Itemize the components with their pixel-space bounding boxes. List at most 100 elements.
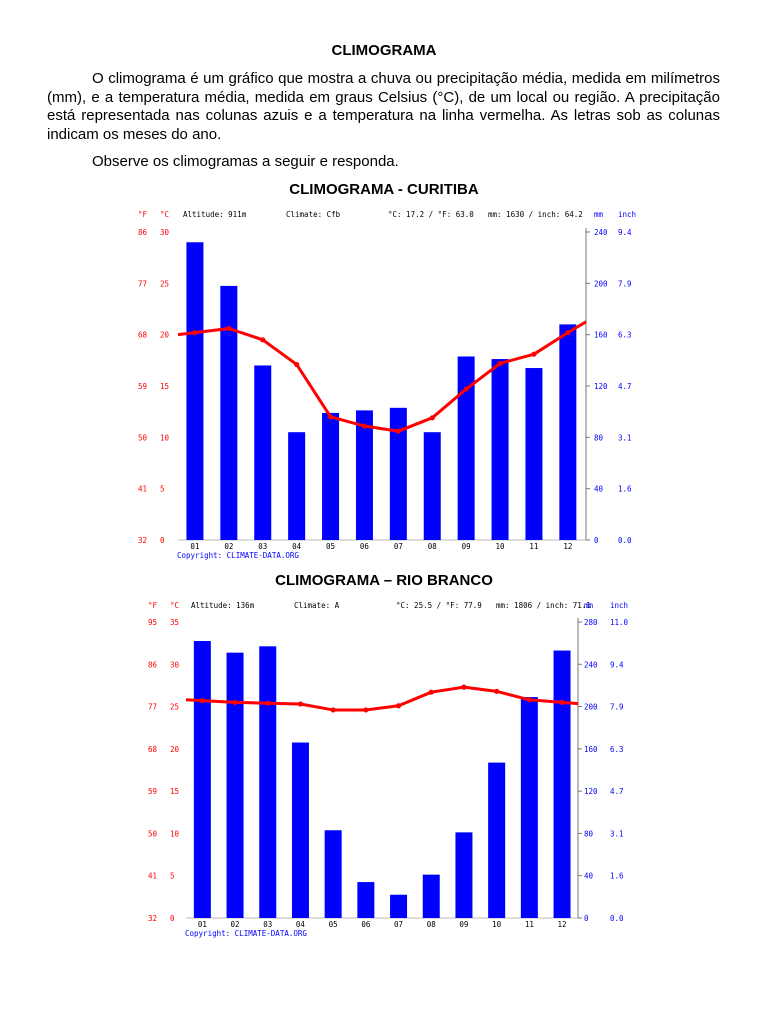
temperature-line: [185, 685, 579, 712]
copyright-label: Copyright: CLIMATE-DATA.ORG: [177, 551, 299, 560]
fahrenheit-tick-label: 50: [138, 433, 148, 442]
temperature-summary: °C: 25.5 / °F: 77.9: [396, 601, 482, 610]
temperature-point: [294, 361, 300, 368]
precipitation-bar: [525, 368, 543, 540]
mm-header: mm: [584, 601, 594, 610]
temperature-point: [199, 698, 205, 704]
celsius-tick-label: 15: [170, 787, 179, 796]
celsius-tick-label: 0: [160, 536, 165, 545]
month-tick-label: 06: [361, 920, 371, 929]
inch-tick-label: 6.3: [610, 745, 624, 754]
inch-tick-label: 11.0: [610, 618, 629, 627]
intro-paragraph: O climograma é um gráfico que mostra a c…: [47, 70, 720, 143]
month-tick-label: 02: [231, 920, 240, 929]
temperature-point: [497, 360, 503, 367]
month-tick-label: 03: [263, 920, 272, 929]
climate-label: Climate: A: [294, 601, 340, 610]
month-tick-label: 05: [329, 920, 338, 929]
inch-tick-label: 3.1: [610, 829, 624, 838]
inch-header: inch: [618, 210, 636, 219]
mm-tick-label: 280: [584, 618, 598, 627]
celsius-tick-label: 5: [170, 872, 175, 881]
precipitation-bar: [553, 650, 571, 918]
inch-tick-label: 3.1: [618, 433, 632, 442]
temperature-point: [260, 337, 266, 343]
precipitation-bar: [390, 894, 408, 918]
temperature-summary: °C: 17.2 / °F: 63.0: [388, 210, 474, 219]
inch-tick-label: 0.0: [610, 914, 624, 923]
mm-tick-label: 200: [594, 279, 608, 288]
precipitation-bar: [259, 646, 277, 918]
temperature-point: [526, 697, 532, 703]
celsius-tick-label: 5: [160, 485, 165, 494]
celsius-tick-label: 35: [170, 618, 179, 627]
temperature-point: [297, 701, 304, 707]
precipitation-bar: [291, 742, 309, 918]
month-tick-label: 07: [394, 920, 403, 929]
mm-tick-label: 240: [594, 228, 608, 237]
mm-tick-label: 120: [584, 787, 598, 796]
celsius-tick-label: 0: [170, 914, 175, 923]
fahrenheit-header: °F: [148, 601, 158, 610]
temperature-point: [463, 386, 469, 392]
mm-tick-label: 40: [594, 485, 604, 494]
temperature-point: [327, 414, 334, 420]
climogram-curitiba: °F °C Altitude: 911m Climate: Cfb °C: 17.2 /…: [138, 210, 636, 560]
temperature-point: [428, 689, 434, 695]
celsius-tick-label: 10: [160, 433, 170, 442]
fahrenheit-tick-label: 32: [148, 914, 157, 923]
chart-title-rio-branco: CLIMOGRAMA – RIO BRANCO: [275, 572, 493, 589]
mm-tick-label: 120: [594, 382, 608, 391]
precipitation-bar: [559, 324, 577, 540]
precipitation-bar: [488, 762, 506, 918]
month-tick-label: 11: [529, 542, 538, 551]
mm-tick-label: 80: [594, 433, 604, 442]
inch-tick-label: 9.4: [610, 660, 624, 669]
month-tick-label: 01: [198, 920, 207, 929]
month-tick-label: 09: [459, 920, 468, 929]
inch-tick-label: 1.6: [610, 872, 624, 881]
precipitation-bar: [422, 874, 440, 918]
month-tick-label: 01: [190, 542, 199, 551]
temperature-point: [226, 325, 232, 332]
temperature-point: [429, 415, 435, 421]
mm-tick-label: 240: [584, 660, 598, 669]
fahrenheit-tick-label: 41: [138, 485, 147, 494]
precipitation-bar: [226, 652, 244, 918]
temperature-point: [363, 707, 369, 713]
temperature-line: [177, 320, 587, 433]
fahrenheit-tick-label: 68: [138, 331, 148, 340]
month-tick-label: 04: [296, 920, 306, 929]
page-title: CLIMOGRAMA: [331, 42, 437, 59]
altitude-label: Altitude: 911m: [183, 210, 247, 219]
precipitation-bar: [520, 697, 538, 918]
precipitation-bar: [455, 832, 473, 918]
precipitation-bar: [324, 830, 342, 918]
fahrenheit-tick-label: 32: [138, 536, 147, 545]
celsius-tick-label: 25: [160, 279, 169, 288]
fahrenheit-tick-label: 77: [138, 279, 147, 288]
celsius-header: °C: [170, 601, 179, 610]
month-tick-label: 08: [428, 542, 438, 551]
precipitation-summary: mm: 1806 / inch: 71.1: [496, 601, 591, 610]
precipitation-bar: [254, 365, 272, 540]
month-tick-label: 06: [360, 542, 370, 551]
temperature-point: [565, 330, 571, 336]
mm-tick-label: 200: [584, 703, 598, 712]
precipitation-summary: mm: 1630 / inch: 64.2: [488, 210, 583, 219]
altitude-label: Altitude: 136m: [191, 601, 255, 610]
month-tick-label: 12: [558, 920, 567, 929]
precipitation-bar: [457, 356, 475, 540]
mm-header: mm: [594, 210, 604, 219]
instruction-paragraph: Observe os climogramas a seguir e respon…: [92, 153, 399, 170]
month-tick-label: 09: [462, 542, 471, 551]
month-tick-label: 12: [563, 542, 572, 551]
copyright-label: Copyright: CLIMATE-DATA.ORG: [185, 929, 307, 938]
temperature-point: [395, 428, 401, 434]
temperature-point: [395, 703, 402, 709]
precipitation-bar: [186, 242, 204, 540]
month-tick-label: 05: [326, 542, 335, 551]
fahrenheit-tick-label: 77: [148, 703, 157, 712]
inch-tick-label: 7.9: [610, 703, 624, 712]
inch-tick-label: 0.0: [618, 536, 632, 545]
